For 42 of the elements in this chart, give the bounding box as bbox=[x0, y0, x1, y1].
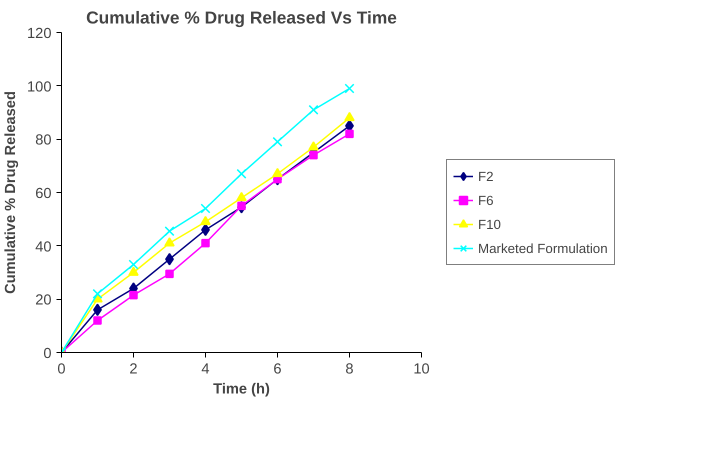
point bbox=[344, 84, 354, 94]
point bbox=[236, 168, 246, 179]
point bbox=[309, 150, 318, 160]
x-tick-label: 6 bbox=[273, 362, 282, 378]
point bbox=[164, 226, 174, 236]
point bbox=[344, 112, 355, 122]
x-tick-label: 2 bbox=[129, 362, 138, 378]
point bbox=[272, 168, 283, 178]
y-tick-label: 120 bbox=[27, 26, 52, 42]
x-tick-label: 8 bbox=[345, 362, 354, 378]
point bbox=[164, 237, 175, 247]
point bbox=[200, 204, 210, 214]
point bbox=[236, 192, 247, 202]
point bbox=[128, 260, 138, 270]
y-axis-title: Cumulative % Drug Released bbox=[3, 91, 20, 294]
point bbox=[129, 290, 138, 300]
point bbox=[128, 266, 139, 276]
point bbox=[237, 202, 246, 210]
legend-label: F6 bbox=[478, 192, 495, 208]
point bbox=[308, 141, 319, 151]
y-tick-label: 0 bbox=[43, 346, 52, 362]
point bbox=[92, 288, 102, 299]
legend-label: F2 bbox=[478, 168, 495, 184]
point bbox=[345, 130, 354, 138]
point bbox=[201, 238, 210, 248]
x-axis-title: Time (h) bbox=[213, 382, 270, 398]
point bbox=[200, 216, 211, 226]
y-tick-label: 60 bbox=[35, 186, 52, 202]
point bbox=[308, 104, 318, 115]
point bbox=[93, 316, 102, 325]
x-tick-label: 10 bbox=[413, 362, 430, 378]
y-tick-label: 40 bbox=[35, 239, 52, 256]
legend-label: Marketed Formulation bbox=[478, 240, 608, 256]
point bbox=[165, 270, 174, 278]
y-tick-label: 100 bbox=[27, 79, 52, 96]
x-tick-label: 0 bbox=[57, 362, 66, 378]
y-tick-label: 80 bbox=[35, 132, 52, 149]
point bbox=[272, 136, 282, 147]
chart-title: Cumulative % Drug Released Vs Time bbox=[86, 8, 398, 28]
x-tick-label: 4 bbox=[201, 362, 210, 378]
legend-label: F10 bbox=[478, 216, 501, 232]
y-tick-label: 20 bbox=[35, 292, 52, 309]
